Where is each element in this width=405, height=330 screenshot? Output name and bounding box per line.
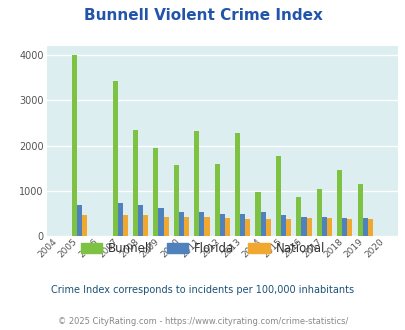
Bar [245,219,250,236]
Bar [219,214,224,236]
Bar [173,165,179,236]
Bar [275,156,280,236]
Bar [286,219,290,236]
Bar [255,192,260,236]
Bar [194,131,199,236]
Bar [296,197,301,236]
Bar [357,184,362,236]
Bar [306,218,311,236]
Legend: Bunnell, Florida, National: Bunnell, Florida, National [76,237,329,260]
Bar [77,205,82,236]
Bar [316,189,321,236]
Bar [367,219,372,236]
Bar [326,218,331,236]
Bar [179,212,183,236]
Bar [301,216,306,236]
Bar [183,217,189,236]
Bar [153,148,158,236]
Bar [214,164,219,236]
Bar [224,218,229,236]
Bar [341,218,347,236]
Bar [347,219,352,236]
Bar [143,215,148,236]
Bar [158,208,163,236]
Text: Crime Index corresponds to incidents per 100,000 inhabitants: Crime Index corresponds to incidents per… [51,285,354,295]
Bar [82,215,87,236]
Bar [336,170,341,236]
Bar [72,55,77,236]
Bar [240,214,245,236]
Bar [163,216,168,236]
Bar [362,218,367,236]
Bar [280,215,286,236]
Bar [112,82,117,236]
Bar [204,217,209,236]
Bar [138,205,143,236]
Bar [234,133,240,236]
Bar [117,203,122,236]
Bar [122,215,128,236]
Text: © 2025 CityRating.com - https://www.cityrating.com/crime-statistics/: © 2025 CityRating.com - https://www.city… [58,317,347,326]
Text: Bunnell Violent Crime Index: Bunnell Violent Crime Index [83,8,322,23]
Bar [260,212,265,236]
Bar [132,130,138,236]
Bar [321,217,326,236]
Bar [199,212,204,236]
Bar [265,219,270,236]
